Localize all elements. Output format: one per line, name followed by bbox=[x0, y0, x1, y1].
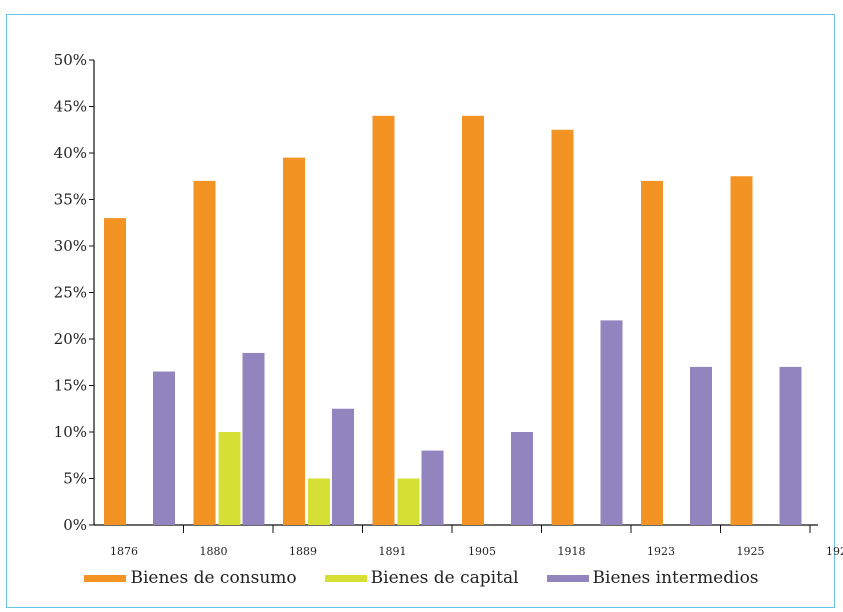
legend-label-consumo: Bienes de consumo bbox=[130, 568, 297, 588]
y-tick-label: 30% bbox=[54, 237, 87, 255]
legend-item-intermedios: Bienes intermedios bbox=[546, 568, 759, 588]
y-tick-label: 45% bbox=[54, 98, 87, 116]
bar-bienes-de-consumo bbox=[641, 180, 663, 525]
x-category-label: 1925 bbox=[737, 545, 765, 558]
bar-bienes-intermedios bbox=[242, 352, 265, 525]
bar-bienes-intermedios bbox=[779, 366, 802, 525]
bar-bienes-intermedios bbox=[421, 450, 444, 525]
bar-bienes-de-capital bbox=[218, 432, 241, 525]
x-category-label: 1905 bbox=[468, 545, 496, 558]
labels: 0% 5% 10% 15% 20% 25% 30% 35% 40% 45% 50% 1876 1880 1… bbox=[54, 51, 843, 558]
bar-bienes-intermedios bbox=[690, 366, 712, 525]
y-tick-label: 35% bbox=[54, 191, 87, 209]
bar-bienes-intermedios bbox=[600, 320, 623, 525]
bar-bienes-intermedios bbox=[511, 432, 533, 525]
bar-bienes-de-consumo bbox=[730, 176, 753, 525]
legend-label-intermedios: Bienes intermedios bbox=[592, 568, 759, 588]
x-category-label: 1891 bbox=[379, 545, 407, 558]
x-category-label: 1928 bbox=[826, 545, 843, 558]
legend-swatch-consumo bbox=[84, 574, 127, 582]
y-tick-label: 40% bbox=[54, 144, 87, 162]
y-tick-label: 5% bbox=[63, 470, 87, 488]
y-tick-label: 20% bbox=[54, 330, 87, 348]
legend-label-capital: Bienes de capital bbox=[370, 568, 519, 588]
legend: Bienes de consumo Bienes de capital Bien… bbox=[0, 566, 843, 590]
bar-bienes-de-consumo bbox=[551, 129, 574, 525]
legend-swatch-capital bbox=[324, 574, 367, 582]
y-tick-label: 0% bbox=[63, 516, 87, 534]
y-tick-label: 25% bbox=[54, 284, 87, 302]
bar-bienes-intermedios bbox=[332, 408, 354, 525]
bars bbox=[104, 115, 802, 526]
legend-item-capital: Bienes de capital bbox=[324, 568, 519, 588]
y-tick-label: 15% bbox=[54, 377, 87, 395]
bar-bienes-intermedios bbox=[153, 371, 175, 525]
bar-bienes-de-consumo bbox=[193, 180, 216, 525]
x-category-label: 1876 bbox=[110, 545, 138, 558]
bar-bienes-de-capital bbox=[397, 478, 420, 525]
x-category-label: 1880 bbox=[200, 545, 228, 558]
x-category-label: 1923 bbox=[647, 545, 675, 558]
x-category-label: 1918 bbox=[558, 545, 586, 558]
y-tick-label: 50% bbox=[54, 51, 87, 69]
x-category-label: 1889 bbox=[289, 545, 317, 558]
bar-bienes-de-consumo bbox=[372, 115, 395, 526]
bar-bienes-de-consumo bbox=[462, 115, 484, 526]
bar-bienes-de-capital bbox=[308, 478, 330, 525]
bar-bienes-de-consumo bbox=[283, 157, 305, 525]
legend-swatch-intermedios bbox=[546, 574, 589, 582]
legend-item-consumo: Bienes de consumo bbox=[84, 568, 297, 588]
bar-bienes-de-consumo bbox=[104, 218, 126, 525]
y-tick-label: 10% bbox=[54, 423, 87, 441]
